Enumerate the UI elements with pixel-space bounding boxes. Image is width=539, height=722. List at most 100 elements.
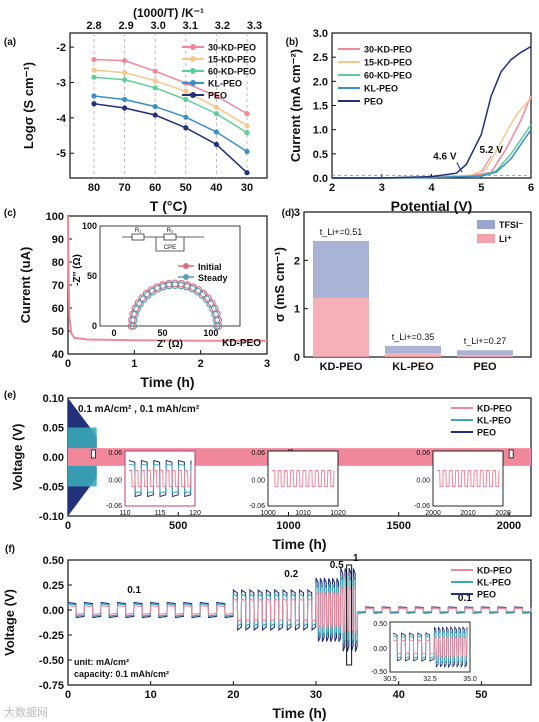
panel-a-point [91,56,97,63]
panel-f-legend-0-label: KD-PEO [477,566,512,576]
panel-b-xtick: 3 [379,182,385,194]
panel-e-label: (e) [4,390,16,401]
panel-f-series-kd-peo [68,585,532,635]
panel-f-ytick: -0.25 [39,630,64,642]
panel-f-inset-xtick: 30.5 [383,676,397,683]
panel-c-ytick: 100 [46,211,64,223]
panel-a-series-1 [93,69,248,127]
panel-c-inset-point-steady [202,295,211,304]
panel-f-ytick: 0.50 [43,555,64,567]
panel-d-bar-tfsi [457,350,513,356]
panel-a-legend-2-label: 60-KD-PEO [208,67,256,77]
panel-b-ytick: 0.5 [313,149,328,161]
panel-c-circuit-r2 [163,233,177,241]
panel-c-inset-point-steady [212,322,221,330]
panel-a-point [183,96,189,103]
panel-a-series-3 [93,95,248,153]
panel-b-xtick: 6 [528,182,534,194]
panel-a-point [152,85,158,91]
panel-e-legend-2-label: PEO [477,428,496,438]
panel-f-rate-label: 0.5 [330,560,344,571]
panel-f-rate-label: 1 [353,553,359,564]
panel-a-point [213,129,219,135]
panel-c-inset-ylabel: -Z'' (Ω) [72,254,83,286]
panel-a-x2label: (1000/T) /K⁻¹ [133,6,204,20]
panel-b-ytick: 1.5 [313,101,328,113]
panel-d-ytick: 1 [294,304,300,316]
panel-e-inset-xtick: 115 [154,510,165,517]
panel-f-inset-xtick: 35.0 [463,676,477,683]
panel-a-point [213,141,219,148]
panel-e-inset-xtick: 1020 [330,510,346,517]
panel-e-inset-ytick: 0.00 [251,478,265,485]
panel-c-xtick: 2 [198,358,204,370]
panel-f-rate-label: 0.2 [284,569,298,580]
panel-f-xtick: 50 [475,689,487,701]
panel-b-xtick: 5 [478,182,484,194]
panel-c-inset-legend-marker [183,274,189,280]
panel-c-label: (c) [4,208,16,219]
panel-f-ytick: -0.50 [39,655,64,667]
panel-d-ylabel: σ (mS cm⁻¹) [272,247,287,322]
panel-e-inset-xtick: 2020 [495,510,511,517]
panel-f-xtick: 30 [310,689,322,701]
panel-c-inset-ytick: 50 [87,271,97,281]
panel-e-inset-ytick: 0.06 [251,450,265,457]
panel-a-point [152,78,158,84]
panel-f-xtick: 40 [393,689,405,701]
panel-d-legend-swatch [477,220,495,229]
panel-d-ytick: 0 [294,352,300,364]
panel-a-x2tick: 3.2 [215,20,230,32]
panel-a-point [152,112,158,118]
panel-c-xtick: 3 [264,358,270,370]
panel-c-circuit-cpe-branch [155,237,185,252]
panel-d-legend-0: TFSI⁻ [499,220,523,230]
panel-a-legend-4-marker [190,92,196,98]
panel-d-category: PEO [473,361,497,373]
panel-e-ylabel: Voltage (V) [10,424,25,491]
panel-c-inset-xtick: 100 [203,328,218,338]
panel-a-ytick: -2 [56,42,66,54]
panel-e-legend-1-label: KL-PEO [477,416,511,426]
panel-b-xtick: 4 [428,182,435,194]
panel-c-ylabel: Current (uA) [18,247,33,324]
panel-f-xtick: 10 [145,689,157,701]
panel-a-legend-1-label: 15-KD-PEO [208,55,256,65]
panel-a-point [152,103,158,110]
panel-d-transference-label: t_Li+=0.27 [464,336,507,346]
panel-a-x2tick: 2.9 [118,20,133,32]
panel-e-inset-ytick: -0.06 [106,503,122,510]
panel-a-point [122,96,128,103]
panel-b-legend-0-label: 30-KD-PEO [364,45,412,55]
panel-b-ytick: 2.5 [313,52,328,64]
panel-b-legend-1-label: 15-KD-PEO [364,58,412,68]
panel-f-label: (f) [5,544,15,555]
panel-e-zoom-marker [90,449,96,459]
panel-f-ytick: 0.00 [43,605,64,617]
panel-a-point [122,57,128,64]
panel-a-point [183,88,189,94]
panel-a-x2tick: 3.0 [151,20,166,32]
panel-b-ytick: 3.0 [313,28,328,40]
panel-f-xlabel: Time (h) [272,705,326,721]
panel-e-inset-xtick: 1010 [295,510,311,517]
panel-f-inset-xtick: 32.5 [423,676,437,683]
panel-e-ytick: 0.05 [43,423,64,435]
panel-d-bar-li [313,298,369,357]
panel-c-circuit-r1 [131,233,145,241]
watermark: 大数据网 [4,706,48,719]
panel-e-xtick: 500 [169,520,187,532]
panel-b-arrow-5.2v [480,155,492,173]
panel-a-xtick: 60 [149,182,161,194]
panel-b-xtick: 2 [329,182,335,194]
panel-a-legend-2-marker [190,68,196,74]
panel-e-inset-xtick: 120 [189,510,201,517]
panel-c-inset-legend-marker [183,263,189,269]
panel-d-label: (d) [282,208,295,219]
panel-c-inset-xtick: 0 [111,328,116,338]
panel-c-inset-legend-steady: Steady [198,273,228,283]
panel-e-inset-xtick: 1000 [260,510,276,517]
panel-a-point [91,93,97,99]
panel-d-bar-li [457,355,513,357]
